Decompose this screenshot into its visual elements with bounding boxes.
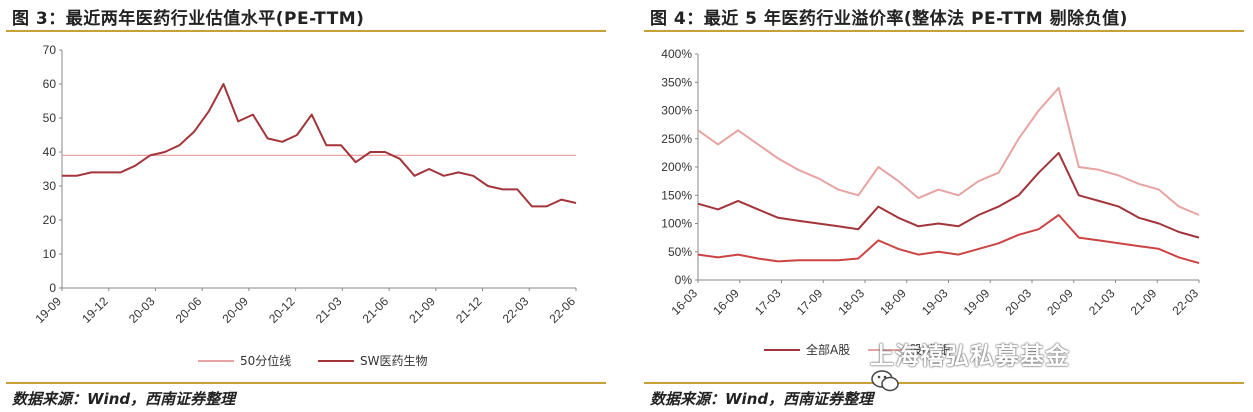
y-tick-label: 100%	[661, 217, 692, 231]
x-tick-label: 20-03	[126, 294, 158, 326]
y-tick-label: 250%	[661, 132, 692, 146]
x-tick-label: 22-03	[500, 294, 532, 326]
x-tick-label: 19-03	[919, 286, 951, 318]
data-source: 数据来源：Wind，西南证券整理	[12, 390, 236, 408]
series-line	[697, 214, 1200, 265]
series-line	[697, 86, 1200, 216]
legend-label: SW医药生物	[360, 354, 427, 368]
y-tick-label: 40	[43, 145, 57, 159]
source-rule	[6, 382, 606, 384]
x-tick-label: 21-12	[453, 294, 485, 326]
x-tick-label: 18-09	[877, 286, 909, 318]
watermark: 上海禧弘私募基金	[870, 336, 1070, 392]
x-tick-label: 19-09	[33, 294, 65, 326]
x-tick-label: 21-03	[1086, 286, 1118, 318]
title-rule	[644, 30, 1244, 32]
y-tick-label: 0%	[675, 273, 693, 287]
x-tick-label: 20-12	[266, 294, 298, 326]
legend-label: 全部A股	[806, 342, 850, 357]
x-tick-label: 16-03	[669, 286, 701, 318]
x-tick-label: 17-09	[794, 286, 826, 318]
y-tick-label: 50	[43, 111, 57, 125]
x-tick-label: 21-06	[360, 294, 392, 326]
x-tick-label: 22-03	[1170, 286, 1202, 318]
series-line	[62, 83, 577, 208]
x-tick-label: 21-09	[406, 294, 438, 326]
x-tick-label: 22-06	[547, 294, 579, 326]
chart-title: 图 3：最近两年医药行业估值水平(PE-TTM)	[12, 9, 365, 29]
y-tick-label: 60	[43, 77, 57, 91]
chart-title: 图 4：最近 5 年医药行业溢价率(整体法 PE-TTM 剔除负值)	[650, 9, 1128, 29]
x-tick-label: 18-03	[836, 286, 868, 318]
x-tick-label: 17-03	[752, 286, 784, 318]
y-tick-label: 200%	[661, 160, 692, 174]
y-tick-label: 0	[49, 281, 56, 295]
x-tick-label: 20-06	[173, 294, 205, 326]
x-tick-label: 20-09	[1044, 286, 1076, 318]
y-tick-label: 150%	[661, 188, 692, 202]
source-rule	[644, 382, 1244, 384]
y-tick-label: 400%	[661, 47, 692, 61]
data-source: 数据来源：Wind，西南证券整理	[650, 390, 874, 408]
y-tick-label: 20	[43, 213, 57, 227]
y-tick-label: 50%	[668, 245, 692, 259]
y-tick-label: 350%	[661, 75, 692, 89]
chart-panel-premium: 图 4：最近 5 年医药行业溢价率(整体法 PE-TTM 剔除负值) 0% 50%…	[644, 0, 1244, 412]
legend-label: 股(非银	[910, 343, 951, 357]
x-tick-label: 21-09	[1128, 286, 1160, 318]
x-tick-label: 20-09	[219, 294, 251, 326]
y-tick-label: 30	[43, 179, 57, 193]
y-tick-label: 10	[43, 247, 57, 261]
chart-panel-pe-ttm: 图 3：最近两年医药行业估值水平(PE-TTM) 0 10 20 30 40 50 60 70…	[6, 0, 606, 412]
wechat-icon	[871, 370, 899, 392]
premium-line-chart: 0% 50% 100% 150% 200% 250% 300% 350% 400% 16-03 16…	[661, 47, 1202, 357]
x-tick-label: 21-03	[313, 294, 345, 326]
title-rule	[6, 30, 606, 32]
x-tick-label: 19-09	[961, 286, 993, 318]
x-tick-label: 20-03	[1003, 286, 1035, 318]
pe-ttm-line-chart: 0 10 20 30 40 50 60 70 19-09 19-12 20-03 20-06 20-09…	[33, 43, 579, 368]
x-tick-label: 16-09	[710, 286, 742, 318]
x-tick-label: 19-12	[79, 294, 111, 326]
y-tick-label: 70	[43, 43, 57, 57]
series-line	[697, 151, 1200, 239]
legend-label: 50分位线	[240, 353, 291, 368]
watermark-text: 上海禧弘私募基金	[870, 342, 1070, 370]
y-tick-label: 300%	[661, 104, 692, 118]
